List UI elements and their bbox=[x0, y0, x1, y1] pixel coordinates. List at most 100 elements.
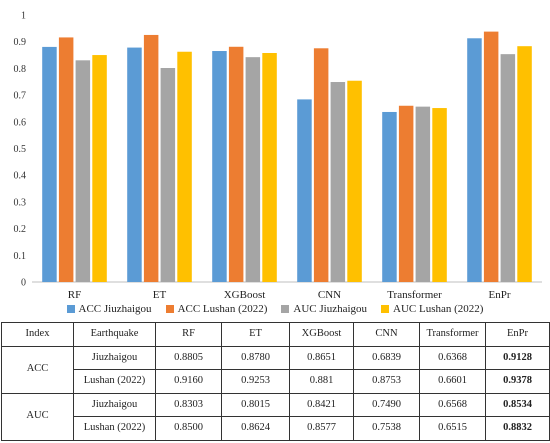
y-tick-label: 1 bbox=[21, 11, 26, 22]
y-tick-label: 0.5 bbox=[14, 144, 27, 155]
legend-swatch bbox=[281, 305, 290, 313]
table-header-cell: Transformer bbox=[419, 322, 486, 347]
bar bbox=[382, 111, 397, 283]
earthquake-cell: Jiuzhaigou bbox=[73, 392, 156, 417]
value-cell: 0.8015 bbox=[221, 392, 290, 417]
bar bbox=[330, 82, 346, 282]
value-cell: 0.9160 bbox=[155, 369, 222, 394]
table-row: ACC Jiuzhaigou 0.8805 0.8780 0.8651 0.68… bbox=[1, 345, 550, 394]
table-header-cell: Earthquake bbox=[73, 322, 156, 347]
value-cell: 0.8805 bbox=[155, 345, 222, 370]
legend-label: AUC Jiuzhaigou bbox=[293, 303, 368, 315]
bar bbox=[143, 34, 159, 282]
chart-legend: ACC Jiuzhaigou ACC Lushan (2022) AUC Jiu… bbox=[0, 301, 550, 317]
bar bbox=[500, 54, 516, 283]
best-value-cell: 0.9378 bbox=[485, 369, 550, 394]
bar bbox=[313, 48, 329, 283]
value-cell: 0.881 bbox=[289, 369, 354, 394]
bar bbox=[58, 37, 74, 282]
bar bbox=[228, 46, 244, 283]
value-cell: 0.7490 bbox=[353, 392, 420, 417]
x-tick-label: XGBoost bbox=[224, 289, 266, 301]
bar bbox=[432, 108, 447, 282]
x-tick-label: EnPr bbox=[489, 289, 511, 301]
y-tick-label: 0.7 bbox=[14, 91, 27, 102]
bar bbox=[160, 67, 176, 282]
legend-item: AUC Lushan (2022) bbox=[381, 301, 483, 317]
bar-chart: 0 0.1 0.2 0.3 0.4 0.5 0.6 0.7 0.8 0.9 1 RF ET XGBoost… bbox=[14, 11, 542, 301]
table-header-cell: EnPr bbox=[485, 322, 550, 347]
y-tick-label: 0.4 bbox=[14, 171, 27, 182]
value-cell: 0.6568 bbox=[419, 392, 486, 417]
best-value-cell: 0.8832 bbox=[485, 416, 550, 441]
bar bbox=[212, 51, 227, 283]
bar bbox=[415, 106, 431, 282]
y-tick-label: 0.8 bbox=[14, 64, 27, 75]
table-header-cell: ET bbox=[221, 322, 290, 347]
table-header-cell: RF bbox=[155, 322, 222, 347]
index-cell: AUC bbox=[1, 392, 74, 441]
bar bbox=[245, 57, 261, 282]
bar bbox=[92, 55, 107, 282]
bar bbox=[262, 52, 277, 283]
bar bbox=[483, 31, 499, 282]
legend-item: ACC Jiuzhaigou bbox=[66, 301, 152, 317]
earthquake-cell: Jiuzhaigou bbox=[73, 345, 156, 370]
legend-swatch bbox=[165, 305, 174, 313]
value-cell: 0.8500 bbox=[155, 416, 222, 441]
earthquake-cell: Lushan (2022) bbox=[73, 416, 156, 441]
bar bbox=[177, 51, 192, 283]
bar bbox=[347, 80, 362, 282]
legend-item: AUC Jiuzhaigou bbox=[281, 301, 367, 317]
earthquake-cell: Lushan (2022) bbox=[73, 369, 156, 394]
table-header-cell: Index bbox=[1, 322, 74, 347]
x-tick-label: CNN bbox=[318, 289, 341, 301]
results-table: Index Earthquake RF ET XGBoost CNN Trans… bbox=[1, 322, 550, 441]
table-row: Lushan (2022) 0.9160 0.9253 0.881 0.8753… bbox=[2, 369, 550, 394]
value-cell: 0.8577 bbox=[289, 416, 354, 441]
bar bbox=[297, 99, 312, 282]
value-cell: 0.7538 bbox=[353, 416, 420, 441]
y-tick-label: 0.1 bbox=[14, 251, 27, 262]
bar bbox=[398, 105, 414, 283]
value-cell: 0.8303 bbox=[155, 392, 222, 417]
bar bbox=[42, 46, 57, 283]
table-row: AUC Jiuzhaigou 0.8303 0.8015 0.8421 0.74… bbox=[1, 392, 550, 441]
legend-label: ACC Lushan (2022) bbox=[177, 303, 268, 315]
value-cell: 0.8753 bbox=[353, 369, 420, 394]
chart-canvas: 0 0.1 0.2 0.3 0.4 0.5 0.6 0.7 0.8 0.9 1 RF ET XGBoost… bbox=[14, 11, 542, 301]
legend-item: ACC Lushan (2022) bbox=[165, 301, 268, 317]
bar bbox=[75, 60, 91, 282]
best-value-cell: 0.9128 bbox=[485, 345, 550, 370]
table-header-cell: XGBoost bbox=[289, 322, 354, 347]
y-tick-label: 0.6 bbox=[14, 117, 27, 128]
table-header-cell: CNN bbox=[353, 322, 420, 347]
value-cell: 0.8624 bbox=[221, 416, 290, 441]
best-value-cell: 0.8534 bbox=[485, 392, 550, 417]
x-tick-label: RF bbox=[68, 289, 81, 301]
y-tick-label: 0 bbox=[21, 278, 26, 289]
legend-swatch bbox=[66, 305, 75, 313]
value-cell: 0.6839 bbox=[353, 345, 420, 370]
table-header-row: Index Earthquake RF ET XGBoost CNN Trans… bbox=[1, 322, 550, 347]
y-tick-label: 0.3 bbox=[14, 197, 27, 208]
x-tick-label: ET bbox=[153, 289, 167, 301]
value-cell: 0.8780 bbox=[221, 345, 290, 370]
value-cell: 0.9253 bbox=[221, 369, 290, 394]
y-tick-label: 0.2 bbox=[14, 224, 27, 235]
value-cell: 0.8651 bbox=[289, 345, 354, 370]
bar bbox=[517, 46, 532, 282]
value-cell: 0.8421 bbox=[289, 392, 354, 417]
index-cell: ACC bbox=[1, 345, 74, 394]
value-cell: 0.6515 bbox=[419, 416, 486, 441]
value-cell: 0.6601 bbox=[419, 369, 486, 394]
bar bbox=[467, 38, 482, 283]
value-cell: 0.6368 bbox=[419, 345, 486, 370]
y-tick-label: 0.9 bbox=[14, 37, 27, 48]
legend-label: ACC Jiuzhaigou bbox=[78, 303, 152, 315]
legend-label: AUC Lushan (2022) bbox=[393, 303, 484, 315]
bar bbox=[127, 47, 142, 282]
legend-swatch bbox=[381, 305, 390, 313]
x-tick-label: Transformer bbox=[387, 289, 442, 301]
table-row: Lushan (2022) 0.8500 0.8624 0.8577 0.753… bbox=[2, 416, 550, 441]
